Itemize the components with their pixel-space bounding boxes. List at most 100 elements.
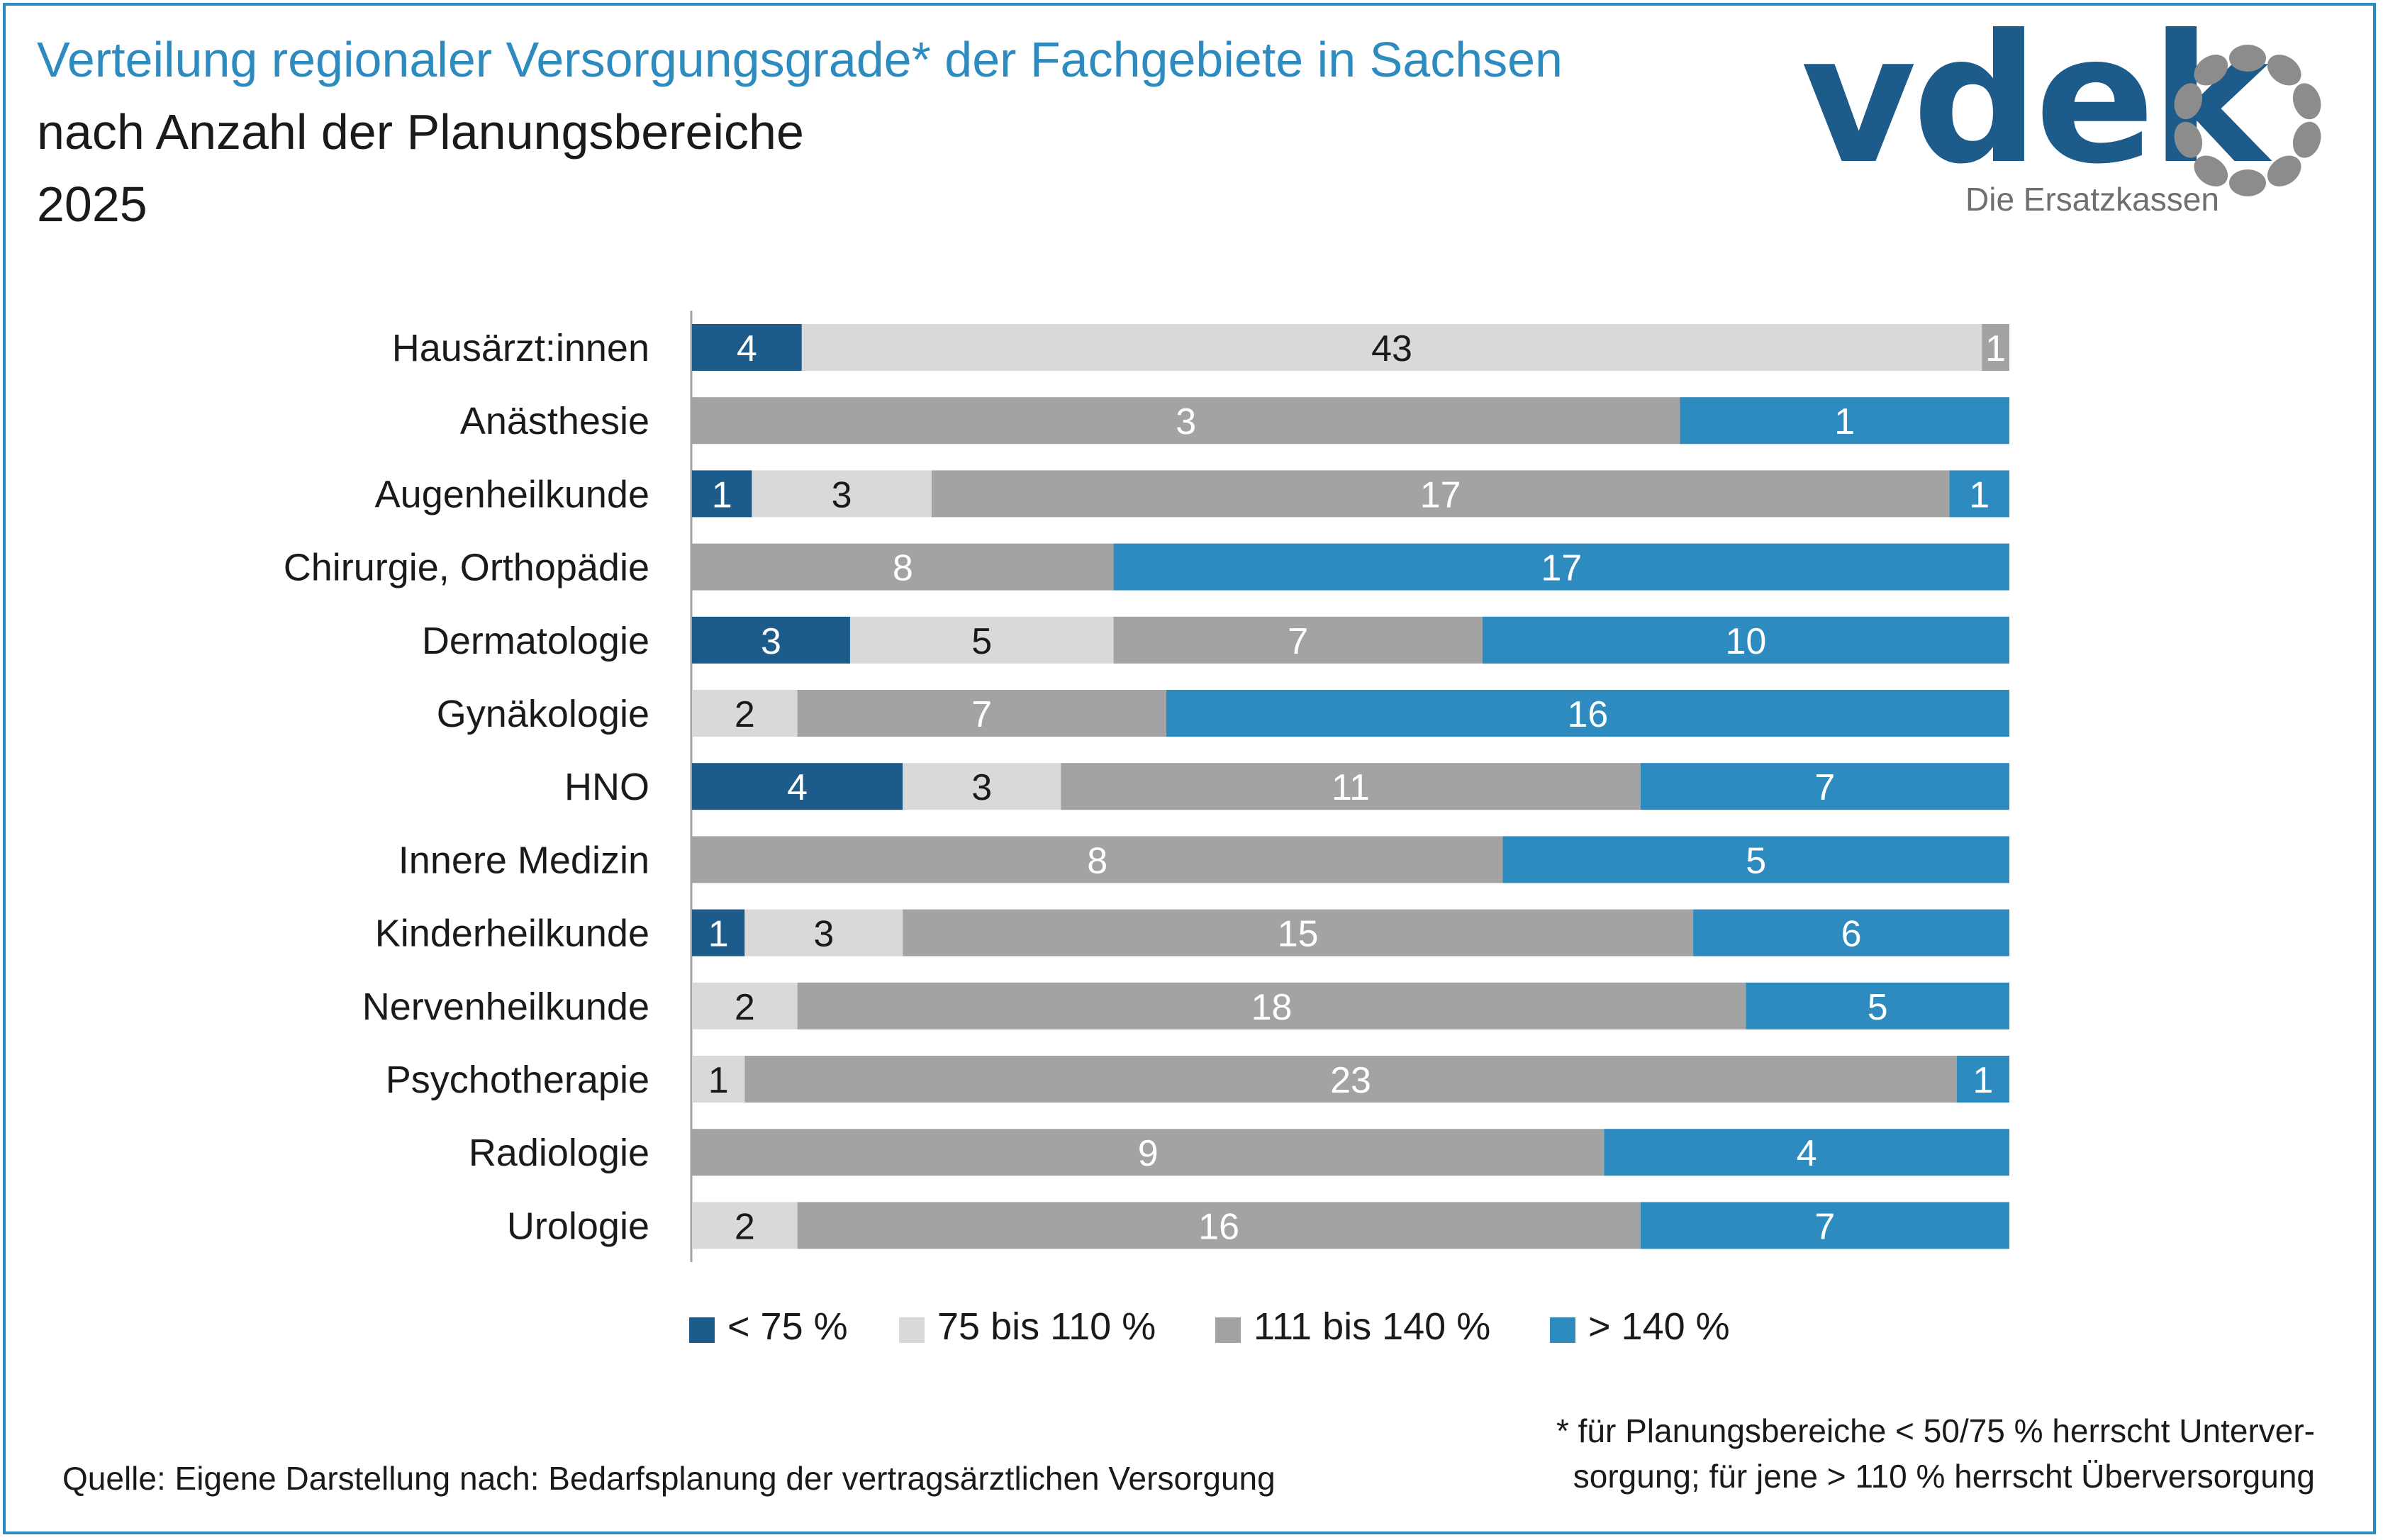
vdek-logo: vdek Die Ersatzkassen bbox=[1801, 11, 2340, 227]
data-label-radiologie-2: 9 bbox=[1138, 1133, 1159, 1174]
data-label-dermatologie-2: 7 bbox=[1288, 621, 1308, 662]
data-label-hausarzt-innen-2: 1 bbox=[1985, 328, 2006, 369]
data-label-nervenheilkunde-3: 5 bbox=[1868, 987, 1888, 1028]
legend-label-111to140: 111 bis 140 % bbox=[1254, 1305, 1491, 1348]
data-label-gynakologie-2: 7 bbox=[971, 694, 992, 735]
chart-subtitle: nach Anzahl der Planungsbereiche bbox=[37, 104, 804, 160]
legend-swatch-111to140 bbox=[1215, 1317, 1241, 1343]
legend-swatch-lt75 bbox=[689, 1317, 715, 1343]
data-label-innere-medizin-2: 8 bbox=[1087, 840, 1107, 881]
logo-ring-blob bbox=[2267, 155, 2301, 186]
data-label-kinderheilkunde-2: 15 bbox=[1278, 914, 1319, 955]
legend-label-75to110: 75 bis 110 % bbox=[937, 1305, 1156, 1348]
bar-segment-dermatologie-1 bbox=[849, 616, 1114, 664]
logo-ring-icon bbox=[2174, 45, 2321, 196]
category-label-psychotherapie: Psychotherapie bbox=[386, 1059, 649, 1101]
category-label-kinderheilkunde: Kinderheilkunde bbox=[375, 913, 649, 955]
bar-segment-psychotherapie-2 bbox=[744, 1056, 1957, 1103]
bar-segment-urologie-2 bbox=[797, 1202, 1641, 1249]
bar-segment-dermatologie-3 bbox=[1482, 616, 2009, 664]
data-label-psychotherapie-1: 1 bbox=[708, 1060, 729, 1101]
bar-segment-kinderheilkunde-3 bbox=[1693, 909, 2009, 956]
data-label-hno-3: 7 bbox=[1814, 767, 1835, 808]
legend-swatch-75to110 bbox=[899, 1317, 925, 1343]
data-label-psychotherapie-2: 23 bbox=[1330, 1060, 1371, 1101]
legend-label-lt75: < 75 % bbox=[727, 1305, 848, 1348]
data-label-hno-1: 3 bbox=[971, 767, 992, 808]
bar-segment-nervenheilkunde-1 bbox=[692, 982, 798, 1030]
category-label-urologie: Urologie bbox=[507, 1205, 649, 1247]
bar-segment-urologie-3 bbox=[1640, 1202, 2009, 1249]
bar-segment-augenheilkunde-1 bbox=[752, 470, 932, 518]
data-label-chirurgie-orthopadie-2: 8 bbox=[893, 548, 913, 589]
bar-segment-dermatologie-0 bbox=[692, 616, 850, 664]
bar-segment-nervenheilkunde-3 bbox=[1746, 982, 2009, 1030]
category-label-augenheilkunde: Augenheilkunde bbox=[375, 473, 649, 515]
category-label-radiologie: Radiologie bbox=[469, 1132, 649, 1174]
bar-segment-psychotherapie-3 bbox=[1956, 1056, 2009, 1103]
logo-tagline: Die Ersatzkassen bbox=[1965, 181, 2219, 218]
data-label-kinderheilkunde-3: 6 bbox=[1841, 914, 1862, 955]
chart-title: Verteilung regionaler Versorgungsgrade* … bbox=[37, 32, 1563, 87]
logo-ring-blob bbox=[2194, 155, 2228, 186]
category-label-chirurgie-orthopadie: Chirurgie, Orthopädie bbox=[284, 547, 649, 589]
data-label-augenheilkunde-2: 17 bbox=[1420, 474, 1461, 515]
data-label-augenheilkunde-3: 1 bbox=[1969, 474, 1989, 515]
data-label-innere-medizin-3: 5 bbox=[1746, 840, 1766, 881]
logo-ring-blob bbox=[2229, 169, 2266, 196]
logo-ring-blob bbox=[2174, 83, 2203, 120]
data-label-kinderheilkunde-1: 3 bbox=[813, 914, 834, 955]
data-label-anasthesie-2: 3 bbox=[1176, 401, 1196, 442]
footnote-line-2: sorgung; für jene > 110 % herrscht Überv… bbox=[1573, 1458, 2315, 1495]
bar-segment-gynakologie-1 bbox=[692, 690, 798, 737]
legend-swatch-gt140 bbox=[1550, 1317, 1575, 1343]
data-label-gynakologie-1: 2 bbox=[735, 694, 755, 735]
data-label-augenheilkunde-1: 3 bbox=[832, 474, 852, 515]
data-label-dermatologie-0: 3 bbox=[761, 621, 781, 662]
data-label-anasthesie-3: 1 bbox=[1834, 401, 1855, 442]
bar-segment-augenheilkunde-0 bbox=[692, 470, 752, 518]
data-label-gynakologie-3: 16 bbox=[1568, 694, 1609, 735]
data-label-nervenheilkunde-2: 18 bbox=[1251, 987, 1293, 1028]
data-label-urologie-1: 2 bbox=[735, 1206, 755, 1247]
category-label-innere-medizin: Innere Medizin bbox=[398, 839, 649, 881]
bar-segment-hno-2 bbox=[1061, 763, 1641, 810]
bar-segment-urologie-1 bbox=[692, 1202, 798, 1249]
bar-segment-hno-3 bbox=[1640, 763, 2009, 810]
bar-segment-anasthesie-3 bbox=[1680, 397, 2009, 445]
bar-segment-hausarzt-innen-0 bbox=[692, 324, 802, 371]
bar-segment-chirurgie-orthopadie-3 bbox=[1113, 543, 2009, 591]
bar-segment-psychotherapie-1 bbox=[692, 1056, 745, 1103]
data-label-nervenheilkunde-1: 2 bbox=[735, 987, 755, 1028]
source-note: Quelle: Eigene Darstellung nach: Bedarfs… bbox=[62, 1460, 1276, 1497]
data-label-psychotherapie-3: 1 bbox=[1972, 1060, 1993, 1101]
bar-segment-innere-medizin-2 bbox=[692, 836, 1503, 883]
data-label-chirurgie-orthopadie-3: 17 bbox=[1541, 548, 1582, 589]
bar-segment-kinderheilkunde-1 bbox=[744, 909, 903, 956]
data-label-radiologie-3: 4 bbox=[1797, 1133, 1817, 1174]
category-label-gynakologie: Gynäkologie bbox=[437, 693, 649, 735]
data-label-dermatologie-1: 5 bbox=[971, 621, 992, 662]
category-label-anasthesie: Anästhesie bbox=[460, 400, 649, 442]
data-label-dermatologie-3: 10 bbox=[1725, 621, 1766, 662]
bar-segment-kinderheilkunde-2 bbox=[903, 909, 1694, 956]
chart-year: 2025 bbox=[37, 177, 147, 232]
logo-ring-blob bbox=[2194, 55, 2228, 86]
bar-segment-dermatologie-2 bbox=[1113, 616, 1483, 664]
bar-segment-anasthesie-2 bbox=[692, 397, 1680, 445]
logo-ring-blob bbox=[2292, 121, 2321, 158]
bar-segment-hno-0 bbox=[692, 763, 903, 810]
category-label-hausarzt-innen: Hausärzt:innen bbox=[392, 327, 649, 369]
data-label-hno-2: 11 bbox=[1332, 767, 1370, 808]
bar-segment-gynakologie-3 bbox=[1166, 690, 2009, 737]
footnote: * für Planungsbereiche < 50/75 % herrsch… bbox=[1556, 1408, 2315, 1499]
data-label-kinderheilkunde-0: 1 bbox=[708, 914, 729, 955]
data-label-hausarzt-innen-1: 43 bbox=[1371, 328, 1412, 369]
logo-ring-blob bbox=[2292, 83, 2321, 120]
chart-frame bbox=[3, 3, 2376, 1534]
bar-segment-hausarzt-innen-2 bbox=[1982, 324, 2009, 371]
category-label-dermatologie: Dermatologie bbox=[422, 620, 649, 662]
bar-segment-augenheilkunde-2 bbox=[931, 470, 1950, 518]
data-label-hno-0: 4 bbox=[787, 767, 808, 808]
